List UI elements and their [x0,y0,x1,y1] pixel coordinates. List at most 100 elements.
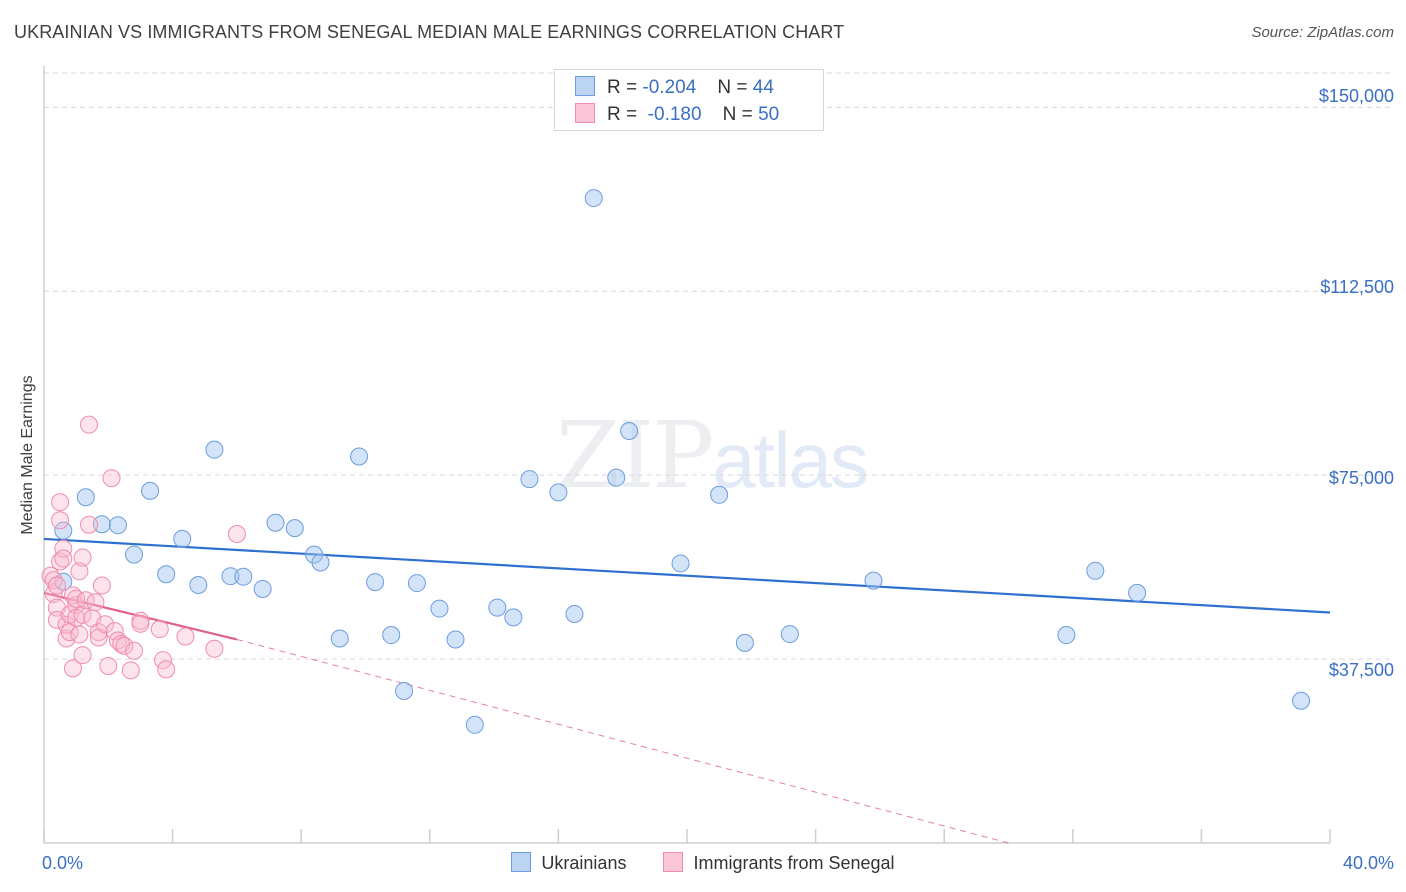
chart-title: UKRAINIAN VS IMMIGRANTS FROM SENEGAL MED… [14,22,845,42]
data-point-ukrainians [864,571,883,590]
legend-swatch-pink [663,852,684,872]
legend-r-label: R = [607,77,638,98]
legend-swatch-pink [575,103,595,123]
legend-row-senegal: R = -0.180 N = 50 [575,103,779,127]
data-point-ukrainians [76,488,95,507]
data-point-senegal [80,415,99,434]
data-point-senegal [73,605,92,624]
data-point-senegal [99,656,118,675]
data-point-senegal [73,646,92,665]
data-point-ukrainians [1128,583,1147,602]
data-point-ukrainians [253,579,272,598]
data-point-ukrainians [780,625,799,644]
data-point-senegal [153,651,172,670]
data-point-senegal [176,627,195,646]
data-point-ukrainians [446,630,465,649]
data-point-senegal [131,614,150,633]
data-point-ukrainians [285,519,304,538]
data-point-ukrainians [54,521,73,540]
data-point-ukrainians [141,481,160,500]
data-point-ukrainians [125,545,144,564]
data-point-senegal [44,571,63,590]
data-point-ukrainians [350,447,369,466]
data-point-senegal [63,659,82,678]
data-point-ukrainians [366,573,385,592]
axes [43,66,1331,844]
trend-line-senegal [43,591,238,641]
y-tick-label-37500: $37,500 [1328,660,1394,680]
trend-line-senegal-extension [236,638,1009,844]
data-point-senegal [125,641,144,660]
data-point-senegal [67,589,86,608]
data-point-senegal [96,615,115,634]
data-point-senegal [115,636,134,655]
data-point-ukrainians [1086,561,1105,580]
data-points [41,189,1311,734]
data-point-ukrainians [520,470,539,489]
y-axis-label: Median Male Earnings [19,375,36,535]
legend-swatch-blue [575,76,595,96]
data-point-ukrainians [565,604,584,623]
data-point-senegal [51,511,70,530]
data-point-ukrainians [710,485,729,504]
legend-label-senegal: Immigrants from Senegal [693,853,895,873]
series-legend: Ukrainians Immigrants from Senegal [0,852,1406,874]
y-tick-label-112500: $112,500 [1320,277,1394,297]
y-tick-label-75000: $75,000 [1328,468,1394,488]
x-tick-label-max: 40.0% [1342,853,1394,873]
data-point-senegal [70,562,89,581]
data-point-senegal [227,525,246,544]
legend-n-label: N = [722,104,753,125]
legend-swatch-blue [511,852,532,872]
legend-r-label: R = [607,104,638,125]
data-point-senegal [54,539,73,558]
legend-n-value: 44 [752,77,774,98]
data-point-senegal [70,625,89,644]
data-point-ukrainians [488,598,507,617]
data-point-ukrainians [549,483,568,502]
data-point-senegal [73,548,92,567]
legend-r-value: -0.180 [647,104,702,125]
data-point-ukrainians [205,440,224,459]
data-point-ukrainians [504,608,523,627]
data-point-ukrainians [671,554,690,573]
data-point-ukrainians [189,576,208,595]
data-point-senegal [205,639,224,658]
data-point-ukrainians [465,715,484,734]
data-point-ukrainians [108,516,127,535]
data-point-ukrainians [584,189,603,208]
data-point-ukrainians [430,599,449,618]
data-point-ukrainians [1057,626,1076,645]
data-point-senegal [47,576,66,595]
data-point-ukrainians [607,468,626,487]
watermark: ZIPatlas [556,402,869,509]
legend-item-ukrainians[interactable]: Ukrainians [511,852,626,874]
data-point-senegal [92,576,111,595]
data-point-senegal [54,549,73,568]
data-point-senegal [121,661,140,680]
trend-line-ukrainians [43,537,1331,614]
data-point-senegal [51,493,70,512]
data-point-senegal [89,628,108,647]
legend-r-value: -0.204 [642,77,697,98]
data-point-ukrainians [92,515,111,534]
data-point-ukrainians [1292,691,1311,710]
source-label: Source: ZipAtlas.com [1251,24,1394,41]
data-point-ukrainians [620,422,639,441]
data-point-ukrainians [311,553,330,572]
legend-row-ukrainians: R = -0.204 N = 44 [575,76,774,100]
data-point-ukrainians [234,567,253,586]
data-point-ukrainians [157,565,176,584]
data-point-ukrainians [395,681,414,700]
data-point-senegal [67,596,86,615]
data-point-senegal [157,660,176,679]
stats-legend: R = -0.204 N = 44 R = -0.180 N = 50 [554,69,824,131]
data-point-ukrainians [173,529,192,548]
trend-lines [43,537,1331,844]
legend-item-senegal[interactable]: Immigrants from Senegal [663,852,895,874]
data-point-ukrainians [221,567,240,586]
legend-n-value: 50 [758,104,780,125]
data-point-ukrainians [407,574,426,593]
y-tick-label-150000: $150,000 [1318,86,1394,106]
